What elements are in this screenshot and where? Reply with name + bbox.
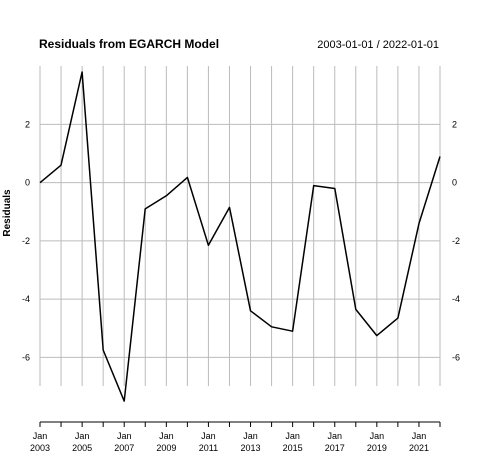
- x-tick-label-month: Jan: [327, 431, 342, 441]
- series-group: [39, 71, 441, 402]
- x-tick-label-year: 2009: [156, 443, 176, 453]
- y-tick-label-left: -4: [22, 294, 30, 304]
- chart-title: Residuals from EGARCH Model: [39, 37, 219, 51]
- y-tick-label-right: -2: [452, 236, 460, 246]
- y-tick-label-right: -6: [452, 352, 460, 362]
- x-tick-label-year: 2021: [409, 443, 429, 453]
- x-tick-label-year: 2011: [199, 443, 218, 453]
- x-tick-label-year: 2013: [241, 443, 261, 453]
- x-tick-label-month: Jan: [75, 431, 90, 441]
- x-tick-label-month: Jan: [201, 431, 216, 441]
- y-tick-label-left: -6: [22, 352, 30, 362]
- y-tick-label-right: -4: [452, 294, 460, 304]
- x-tick-label-year: 2017: [325, 443, 345, 453]
- series-line: [39, 71, 441, 402]
- x-tick-label-year: 2007: [114, 443, 134, 453]
- x-tick-label-month: Jan: [243, 431, 258, 441]
- y-tick-label-left: 2: [25, 119, 30, 129]
- y-tick-label-left: -2: [22, 236, 30, 246]
- y-tick-label-right: 0: [452, 178, 457, 188]
- x-tick-label-month: Jan: [117, 431, 132, 441]
- date-range-label: 2003-01-01 / 2022-01-01: [317, 39, 439, 51]
- x-tick-label-month: Jan: [285, 431, 300, 441]
- x-tick-label-month: Jan: [159, 431, 174, 441]
- y-tick-label-right: 2: [452, 119, 457, 129]
- x-tick-label-month: Jan: [370, 431, 385, 441]
- axes: 2 2 0 0 -2 -2 -4 -4 -6 -6 Jan 2003 Jan 2005 Jan 2007 Jan…: [22, 119, 460, 453]
- x-tick-label-year: 2003: [30, 443, 50, 453]
- y-tick-label-left: 0: [25, 178, 30, 188]
- x-tick-label-month: Jan: [33, 431, 48, 441]
- x-tick-label-year: 2005: [72, 443, 92, 453]
- grid: [39, 66, 441, 386]
- y-axis-label: Residuals: [2, 189, 13, 237]
- x-tick-label-year: 2015: [283, 443, 303, 453]
- x-tick-label-year: 2019: [367, 443, 387, 453]
- x-tick-label-month: Jan: [412, 431, 427, 441]
